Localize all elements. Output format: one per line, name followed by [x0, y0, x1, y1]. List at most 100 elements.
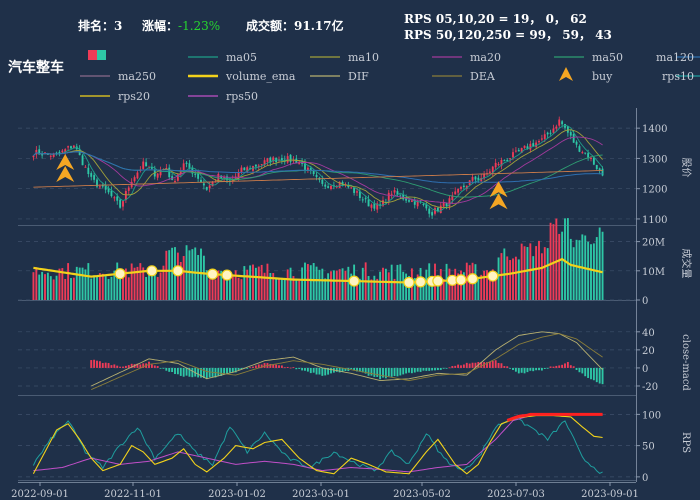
macd-bar — [408, 367, 410, 373]
candle-body — [543, 134, 546, 139]
candle-body — [312, 170, 315, 174]
macd-bar — [474, 362, 477, 368]
volume-bar — [561, 231, 564, 300]
candle-body — [488, 171, 491, 173]
volume-bar — [538, 240, 540, 300]
macd-bar — [306, 367, 309, 372]
macd-bar — [569, 365, 572, 368]
volume-bar — [483, 270, 486, 300]
volume-bar — [512, 258, 514, 300]
candle-body — [93, 175, 96, 180]
volume-bar — [382, 267, 384, 300]
macd-bar — [234, 367, 237, 373]
volume-bar — [575, 239, 578, 300]
volume-bar — [275, 279, 278, 300]
macd-bar — [318, 367, 321, 375]
volume-bar — [569, 238, 572, 300]
volume-bar — [156, 276, 159, 300]
buy-marker-2 — [489, 181, 508, 210]
candle-body — [506, 159, 509, 161]
candle-body — [324, 184, 327, 187]
candle-body — [549, 132, 552, 134]
candle-body — [402, 194, 405, 200]
y-tick-label: 1300 — [642, 154, 667, 165]
volume-bar — [205, 270, 208, 300]
candle-body — [436, 207, 439, 212]
macd-bar — [107, 363, 110, 368]
volume-highlight-dot — [432, 275, 444, 287]
ma05-line — [33, 124, 603, 212]
y-tick-label: 1100 — [642, 215, 667, 226]
volume-bar — [234, 270, 237, 300]
macd-bar — [523, 367, 526, 374]
volume-bar — [312, 263, 315, 300]
macd-bar — [494, 360, 497, 368]
candle-body — [535, 142, 538, 147]
volume-bar — [595, 237, 598, 300]
macd-bar — [514, 367, 517, 372]
volume-bar — [335, 270, 338, 300]
candle-body — [142, 161, 145, 169]
volume-bar — [324, 278, 327, 300]
volume-bar — [330, 271, 332, 300]
volume-bar — [139, 263, 142, 300]
macd-bar — [246, 367, 249, 369]
macd-bar — [376, 367, 379, 377]
macd-bar — [353, 367, 356, 371]
macd-bar — [312, 367, 315, 373]
volume-bar — [64, 279, 67, 300]
candle-body — [90, 173, 93, 177]
volume-highlight-dot — [403, 276, 415, 289]
volume-highlight-dot — [146, 265, 158, 277]
macd-bar — [598, 367, 601, 384]
x-tick-label: 2023-01-02 — [208, 489, 266, 500]
candle-body — [509, 158, 512, 160]
macd-bar — [153, 365, 156, 368]
macd-bar — [130, 363, 133, 368]
macd-bar — [205, 367, 208, 380]
candle-body — [532, 143, 535, 147]
candle-body — [379, 204, 382, 206]
candle-body — [451, 195, 454, 201]
candle-body — [546, 132, 549, 135]
volume-bar — [81, 267, 84, 300]
candle-body — [338, 181, 341, 188]
candle-body — [87, 167, 90, 175]
candle-body — [243, 167, 246, 171]
volume-bar — [298, 278, 301, 300]
macd-bar — [344, 367, 347, 371]
candle-body — [194, 173, 197, 175]
volume-bar — [272, 273, 275, 300]
candle-body — [263, 160, 266, 166]
volume-bar — [370, 279, 373, 300]
volume-bar — [38, 274, 41, 300]
candle-body — [460, 186, 462, 189]
volume-bar — [55, 275, 58, 300]
candle-body — [81, 155, 84, 166]
volume-bar — [52, 279, 55, 300]
x-tick-label: 2023-05-02 — [393, 489, 451, 500]
legend-item-rps10: rps10 — [662, 70, 700, 83]
candle-body — [84, 166, 87, 168]
macd-bar — [445, 367, 448, 369]
macd-bar — [315, 367, 318, 375]
candle-body — [257, 165, 260, 168]
volume-bar — [153, 274, 156, 300]
candle-body — [356, 191, 358, 193]
macd-bar — [399, 367, 402, 376]
macd-bar — [269, 363, 272, 368]
candle-body — [260, 164, 263, 166]
volume-bar — [87, 263, 90, 300]
volume-bar — [497, 257, 500, 300]
candle-body — [306, 167, 309, 171]
volume-bar — [494, 275, 497, 300]
y-tick-label: 0 — [642, 473, 648, 484]
volume-bar — [601, 231, 604, 300]
buy-arrow-upper — [489, 181, 508, 198]
macd-bar — [480, 362, 483, 368]
candle-body — [364, 198, 367, 200]
volume-highlight-dot — [487, 270, 499, 282]
volume-bar — [217, 270, 220, 300]
macd-bar — [116, 365, 119, 368]
